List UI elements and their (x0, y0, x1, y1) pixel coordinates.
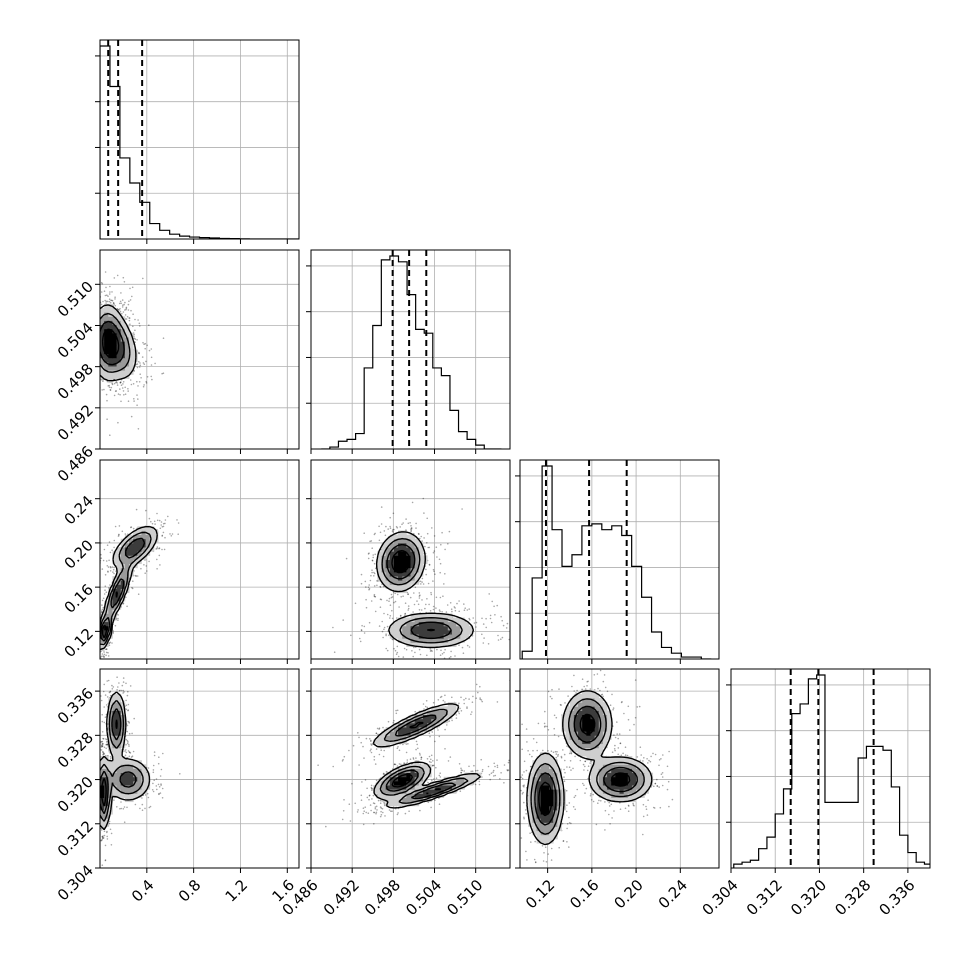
density-contours (100, 304, 137, 382)
contour-lines (526, 690, 653, 846)
x-tick-label: 0.20 (610, 876, 646, 912)
hist-panel-3 (726, 668, 931, 873)
x-tick-label: 0.504 (402, 876, 445, 919)
panel-frame (310, 668, 511, 869)
x-tick-label: 0.8 (175, 876, 205, 906)
x-tick-label: 0.320 (787, 876, 830, 919)
x-tick-label: 0.492 (320, 876, 363, 919)
y-tick-label: 0.304 (54, 861, 97, 904)
density-contours (375, 531, 475, 649)
density-panel-2-1 (306, 459, 511, 664)
x-tick-label: 0.16 (566, 876, 602, 912)
panel-frame (99, 249, 300, 450)
contour-lines (375, 531, 475, 649)
y-tick-label: 0.12 (61, 625, 97, 661)
contour-lines (100, 525, 158, 651)
y-tick-label: 0.312 (54, 817, 97, 860)
panel-frame (519, 459, 720, 660)
x-tick-label: 0.4 (128, 876, 158, 906)
y-tick-label: 0.320 (54, 773, 97, 816)
x-tick-label: 0.24 (655, 876, 691, 912)
sample-points (317, 679, 510, 828)
hist-panel-2 (515, 459, 720, 664)
density-shading (528, 689, 654, 844)
density-contours (372, 703, 481, 809)
y-tick-label: 0.492 (54, 401, 97, 444)
panel-frame (99, 459, 300, 660)
density-panel-1-0 (95, 249, 300, 454)
y-tick-label: 0.486 (54, 442, 97, 485)
panel-frame (99, 668, 300, 869)
contour-lines (100, 304, 137, 382)
x-tick-label: 0.336 (876, 876, 919, 919)
sample-points (520, 669, 674, 864)
density-contours (526, 690, 653, 846)
y-tick-label: 0.24 (61, 492, 97, 528)
contour-lines (372, 703, 481, 809)
density-panel-2-0 (95, 459, 300, 664)
density-panel-3-0 (95, 668, 300, 873)
panel-frame (519, 668, 720, 869)
y-tick-label: 0.510 (54, 278, 97, 321)
sample-points (100, 508, 180, 659)
hist-step-line (521, 465, 712, 659)
x-tick-label: 0.12 (522, 876, 558, 912)
density-panel-3-1 (306, 668, 511, 873)
x-tick-label: 0.498 (361, 876, 404, 919)
x-tick-label: 0.510 (443, 876, 486, 919)
x-tick-label: 1.2 (222, 876, 252, 906)
x-tick-label: 0.304 (699, 876, 742, 919)
hist-step-line (733, 674, 930, 868)
y-tick-label: 0.504 (54, 319, 97, 362)
panel-frame (310, 459, 511, 660)
density-contours (100, 691, 151, 831)
panel-frame (730, 668, 931, 869)
panel-frame (99, 39, 300, 240)
density-contours (100, 525, 158, 651)
panel-frame (310, 249, 511, 450)
y-tick-label: 0.336 (54, 684, 97, 727)
y-tick-label: 0.498 (54, 360, 97, 403)
x-tick-label: 0.328 (831, 876, 874, 919)
x-tick-label: 0.312 (743, 876, 786, 919)
hist-step-line (321, 255, 502, 449)
y-tick-label: 0.20 (61, 536, 97, 572)
density-panel-3-2 (515, 668, 720, 873)
y-tick-label: 0.328 (54, 729, 97, 772)
hist-panel-0 (95, 39, 300, 244)
y-tick-label: 0.16 (61, 580, 97, 616)
density-shading (377, 530, 474, 647)
hist-step-line (100, 45, 299, 239)
hist-panel-1 (306, 249, 511, 454)
contour-lines (100, 691, 151, 831)
